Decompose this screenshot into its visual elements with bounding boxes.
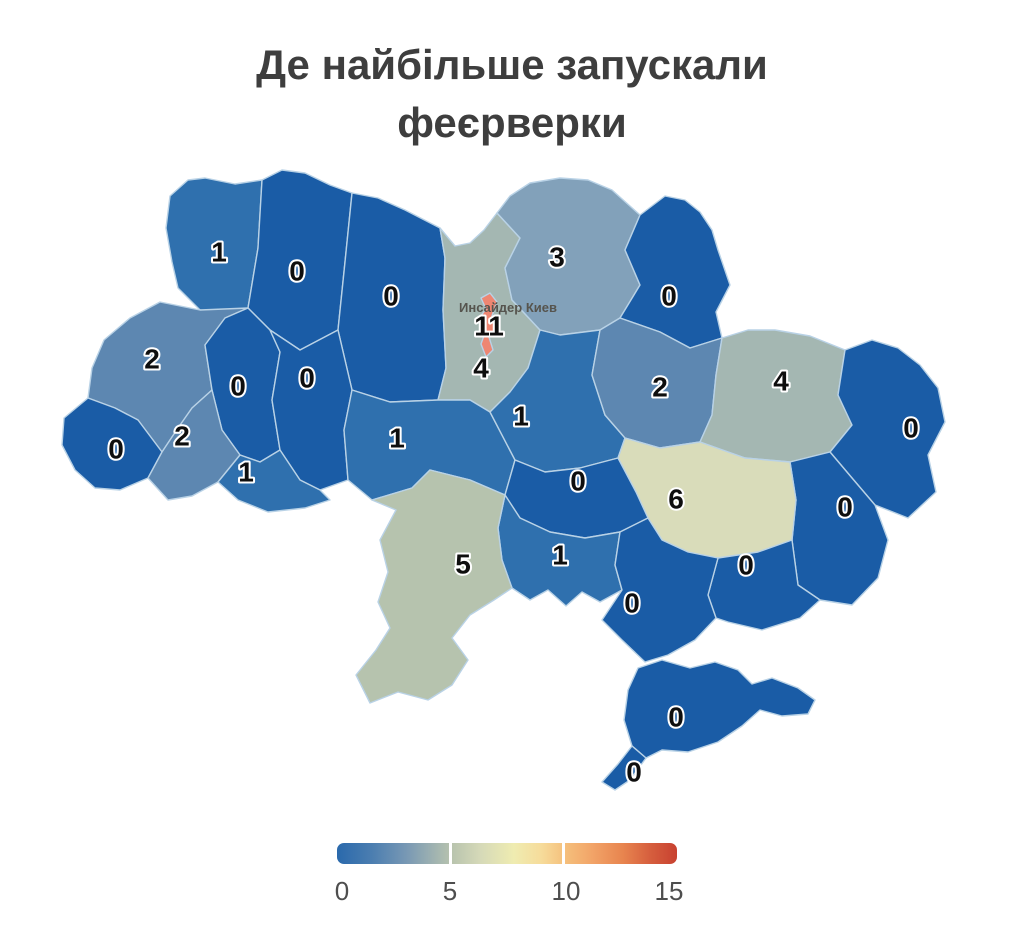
region-label-dnipropetrovsk: 6 — [668, 484, 684, 515]
region-label-mykolaiv: 1 — [552, 540, 568, 571]
title-line-2: феєрверки — [397, 99, 627, 146]
region-label-kharkiv: 4 — [773, 366, 789, 397]
title-line-1: Де найбільше запускали — [256, 41, 768, 88]
region-label-khmelnytskyi: 0 — [299, 363, 315, 394]
region-label-chernivtsi: 1 — [238, 457, 254, 488]
region-luhansk — [829, 339, 946, 519]
region-ivano-frankivsk — [147, 389, 241, 501]
region-label-sevastopol: 0 — [626, 757, 642, 788]
region-label-kyiv-oblast: 4 — [473, 353, 489, 384]
region-chernivtsi — [217, 449, 331, 513]
colorbar-separator-5 — [449, 843, 452, 864]
colorbar-tick-15: 15 — [654, 876, 684, 906]
region-label-zakarpattia: 0 — [108, 434, 124, 465]
colorbar — [337, 843, 677, 864]
region-label-zaporizhzhia: 0 — [738, 550, 754, 581]
region-label-odesa: 5 — [455, 549, 471, 580]
region-label-lviv: 2 — [144, 344, 160, 375]
colorbar-separator-10 — [562, 843, 565, 864]
region-label-zhytomyr: 0 — [383, 281, 399, 312]
region-label-poltava: 2 — [652, 372, 668, 403]
chart-title: Де найбільше запускали феєрверки — [0, 36, 1024, 152]
region-odesa — [355, 469, 513, 704]
region-label-kirovohrad: 0 — [570, 466, 586, 497]
colorbar-tick-0: 0 — [334, 876, 350, 906]
colorbar-tick-5: 5 — [442, 876, 458, 906]
watermark: Инсайдер Киев — [459, 300, 557, 315]
region-label-crimea: 0 — [668, 702, 684, 733]
region-label-rivne: 0 — [289, 256, 305, 287]
region-zakarpattia — [61, 397, 163, 491]
region-label-kherson: 0 — [624, 588, 640, 619]
region-label-volyn: 1 — [211, 237, 227, 268]
region-crimea — [623, 659, 816, 759]
region-label-vinnytsia: 1 — [389, 423, 405, 454]
region-label-cherkasy: 1 — [513, 401, 529, 432]
region-label-sumy: 0 — [661, 281, 677, 312]
colorbar-tick-10: 10 — [551, 876, 581, 906]
region-label-kyiv-city: 11 — [474, 311, 504, 342]
region-sevastopol — [601, 745, 647, 791]
region-label-ternopil: 0 — [230, 371, 246, 402]
region-sumy — [619, 195, 731, 349]
region-kyiv-city — [479, 292, 498, 358]
region-khmelnytskyi — [269, 329, 353, 491]
region-label-donetsk: 0 — [837, 492, 853, 523]
region-label-luhansk: 0 — [903, 413, 919, 444]
region-label-ivano-frankivsk: 2 — [174, 421, 190, 452]
region-kherson — [601, 517, 719, 663]
region-label-chernihiv: 3 — [549, 242, 565, 273]
